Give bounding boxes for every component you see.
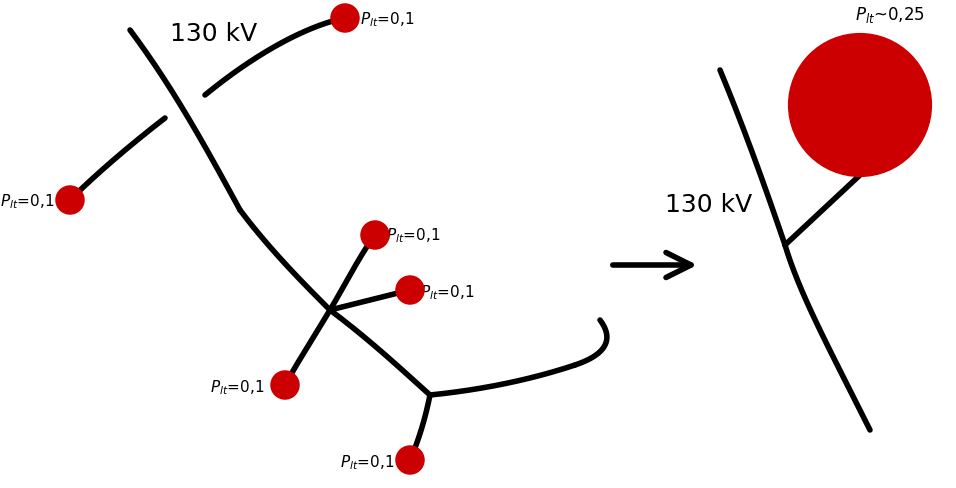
Text: $P_{lt}$=0,1: $P_{lt}$=0,1 — [210, 378, 265, 397]
Circle shape — [332, 5, 358, 31]
Text: $P_{lt}$=0,1: $P_{lt}$=0,1 — [360, 10, 414, 29]
Text: $P_{lt}$~0,25: $P_{lt}$~0,25 — [855, 5, 924, 25]
Text: 130 kV: 130 kV — [665, 193, 752, 217]
Text: $P_{lt}$=0,1: $P_{lt}$=0,1 — [340, 453, 395, 472]
Text: 130 kV: 130 kV — [170, 22, 257, 46]
Circle shape — [790, 35, 930, 175]
Text: $P_{lt}$=0,1: $P_{lt}$=0,1 — [0, 192, 54, 211]
Circle shape — [272, 372, 298, 398]
Circle shape — [397, 447, 423, 473]
Circle shape — [397, 277, 423, 303]
Text: $P_{lt}$=0,1: $P_{lt}$=0,1 — [420, 283, 474, 302]
Text: $P_{lt}$=0,1: $P_{lt}$=0,1 — [386, 226, 441, 244]
Circle shape — [57, 187, 83, 213]
Circle shape — [362, 222, 388, 248]
